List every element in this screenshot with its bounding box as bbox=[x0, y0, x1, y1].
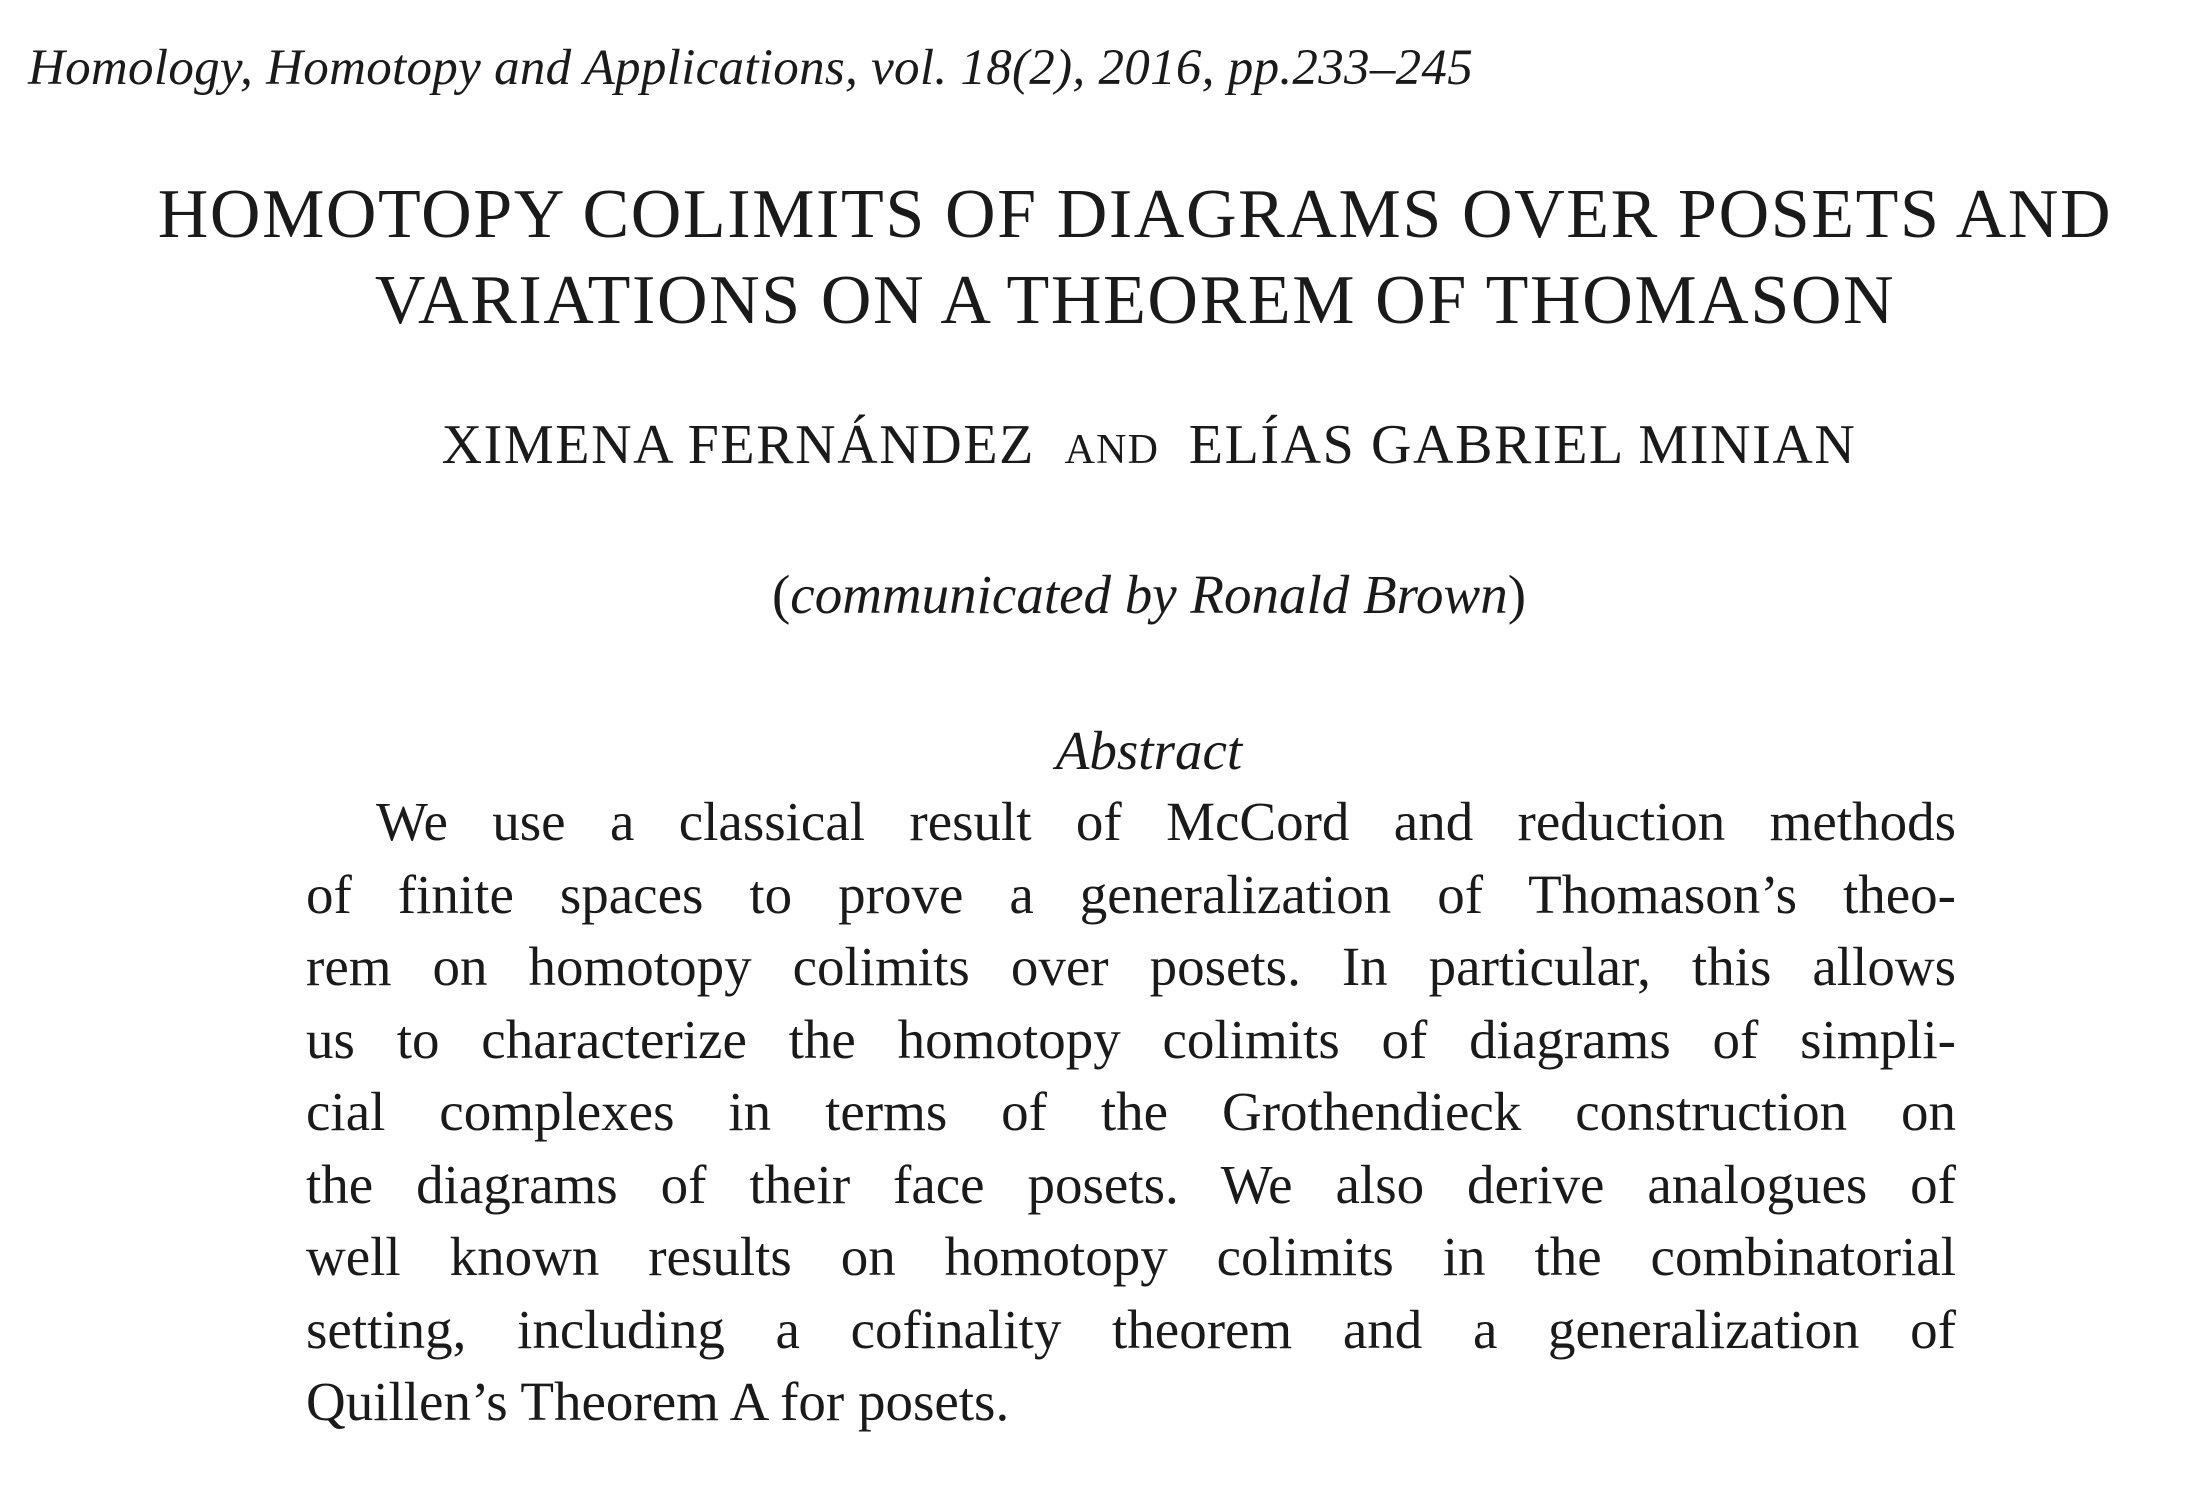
abstract-line: We use a classical result of McCord and … bbox=[376, 791, 1956, 852]
journal-citation: Homology, Homotopy and Applications, vol… bbox=[28, 40, 1474, 96]
abstract-line: rem on homotopy colimits over posets. In… bbox=[306, 936, 1956, 997]
author-name: ELÍAS GABRIEL MINIAN bbox=[1188, 414, 1857, 476]
paren-close: ) bbox=[1507, 564, 1527, 625]
paren-open: ( bbox=[771, 564, 791, 625]
abstract-line: the diagrams of their face posets. We al… bbox=[306, 1153, 1956, 1215]
abstract-line: well known results on homotopy colimits … bbox=[306, 1226, 1956, 1287]
author-name: XIMENA FERNÁNDEZ bbox=[441, 414, 1035, 476]
authors: XIMENA FERNÁNDEZ AND ELÍAS GABRIEL MINIA… bbox=[0, 410, 2190, 485]
communicated-by: (communicated by Ronald Brown) bbox=[0, 560, 2190, 630]
author-conjunction: AND bbox=[1064, 427, 1160, 473]
abstract-line: Quillen’s Theorem A for posets. bbox=[306, 1371, 1010, 1432]
abstract-line: cial complexes in terms of the Grothendi… bbox=[306, 1081, 1956, 1142]
abstract-line: us to characterize the homotopy colimits… bbox=[306, 1008, 1956, 1070]
abstract-heading: Abstract bbox=[1055, 720, 1243, 781]
communicated-text: communicated by Ronald Brown bbox=[790, 564, 1508, 625]
abstract-line: of finite spaces to prove a generalizati… bbox=[306, 863, 1956, 925]
abstract-body: We use a classical result of McCord and … bbox=[306, 786, 1956, 1439]
title-line-1: HOMOTOPY COLIMITS OF DIAGRAMS OVER POSET… bbox=[157, 176, 2113, 253]
title-line-2: VARIATIONS ON A THEOREM OF THOMASON bbox=[374, 262, 1896, 339]
abstract-line: setting, including a cofinality theorem … bbox=[306, 1298, 1956, 1360]
paper-title: HOMOTOPY COLIMITS OF DIAGRAMS OVER POSET… bbox=[0, 172, 2190, 344]
